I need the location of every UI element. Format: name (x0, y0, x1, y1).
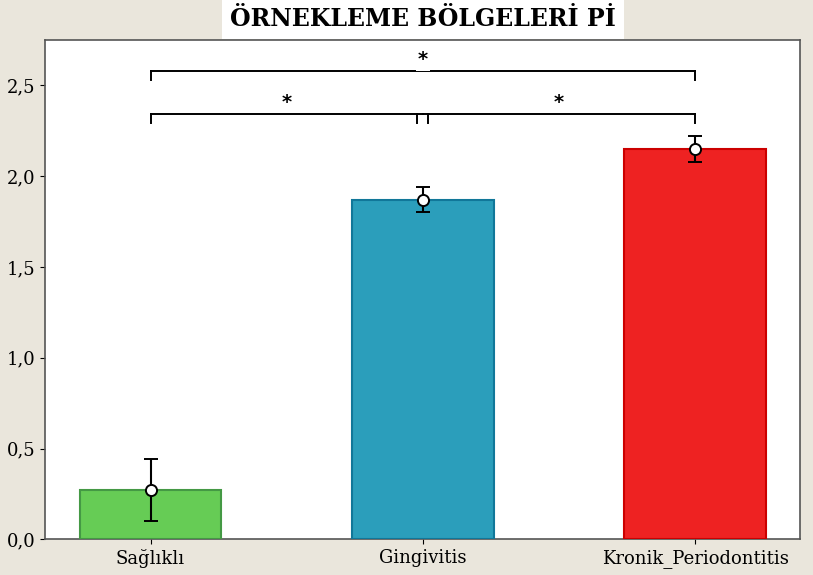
Bar (352, 200, 493, 539)
Bar (624, 149, 766, 539)
Text: *: * (554, 94, 564, 113)
Text: *: * (281, 94, 292, 113)
Text: *: * (418, 50, 428, 69)
Bar (80, 490, 221, 539)
Title: ÖRNEKLEME BÖLGELERİ Pİ: ÖRNEKLEME BÖLGELERİ Pİ (230, 7, 615, 31)
